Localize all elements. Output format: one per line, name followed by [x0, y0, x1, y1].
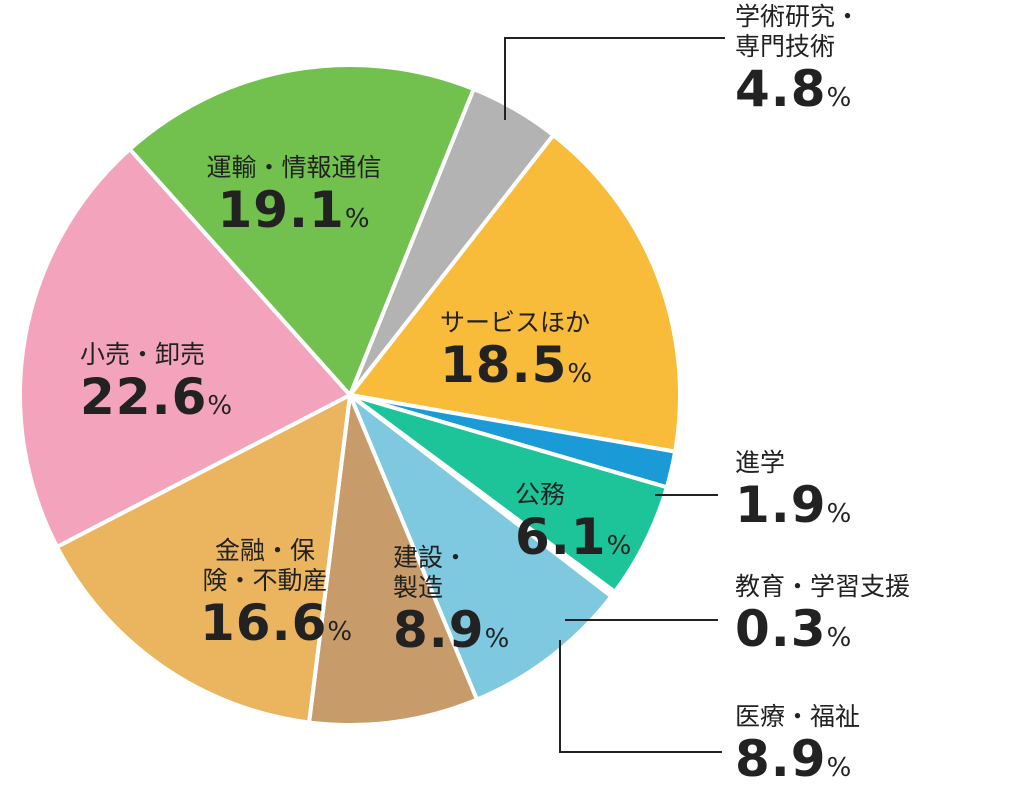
value-label: 16.6% — [200, 594, 352, 659]
value-label: 4.8% — [735, 62, 865, 125]
slice-label: 建設・製造 8.9% — [393, 543, 510, 666]
slice-label: 医療・福祉 8.9% — [735, 702, 943, 792]
slice-label: 運輸・情報通信 19.1% — [190, 153, 398, 246]
value-unit: % — [826, 499, 853, 529]
slice-label: 教育・学習支援 0.3% — [735, 572, 943, 665]
category-name: 建設・製造 — [393, 543, 469, 602]
slice-label: 進学 1.9% — [735, 448, 865, 541]
value-number: 6.1 — [515, 508, 607, 566]
value-number: 16.6 — [200, 594, 328, 652]
value-number: 8.9 — [735, 730, 827, 788]
category-name: 学術研究・専門技術 — [735, 2, 861, 61]
value-unit: % — [344, 204, 371, 234]
category-name: 小売・卸売 — [80, 340, 206, 369]
category-name: 医療・福祉 — [735, 702, 861, 731]
value-unit: % — [327, 617, 354, 647]
value-number: 8.9 — [393, 601, 485, 659]
slice-label: 公務 6.1% — [515, 480, 632, 573]
value-label: 22.6% — [80, 370, 236, 433]
pie-slice — [346, 132, 682, 454]
value-number: 1.9 — [735, 476, 827, 534]
value-unit: % — [484, 624, 511, 654]
value-number: 0.3 — [735, 600, 827, 658]
pie-slice — [127, 63, 477, 399]
leader-line — [504, 37, 725, 120]
pie-slice — [345, 388, 615, 703]
value-label: 0.3% — [735, 602, 943, 665]
category-name: 公務 — [515, 480, 566, 509]
pie-slice — [54, 391, 353, 725]
value-label: 6.1% — [515, 510, 632, 573]
slice-label: 学術研究・専門技術 4.8% — [735, 2, 865, 125]
value-number: 22.6 — [80, 368, 208, 426]
category-name: 運輸・情報通信 — [206, 153, 382, 182]
category-name: サービスほか — [440, 308, 591, 337]
value-label: 8.9% — [393, 603, 510, 666]
value-unit: % — [826, 753, 853, 783]
value-label: 18.5% — [440, 338, 596, 401]
value-number: 19.1 — [217, 181, 345, 239]
value-unit: % — [567, 359, 594, 389]
pie-slice — [18, 146, 354, 550]
category-name: 金融・保険・不動産 — [202, 536, 328, 595]
leader-line — [559, 640, 722, 753]
value-unit: % — [606, 531, 633, 561]
category-name: 教育・学習支援 — [735, 572, 911, 601]
slice-label: 小売・卸売 22.6% — [80, 340, 236, 433]
category-name: 進学 — [735, 448, 786, 477]
value-unit: % — [826, 623, 853, 653]
value-label: 8.9% — [735, 732, 943, 792]
value-unit: % — [826, 83, 853, 113]
slice-label: 金融・保険・不動産 16.6% — [200, 536, 352, 659]
value-label: 19.1% — [190, 183, 398, 246]
slice-label: サービスほか 18.5% — [440, 308, 596, 401]
pie-slice — [306, 387, 480, 727]
value-number: 18.5 — [440, 336, 568, 394]
value-number: 4.8 — [735, 60, 827, 118]
value-unit: % — [207, 391, 234, 421]
value-label: 1.9% — [735, 478, 865, 541]
